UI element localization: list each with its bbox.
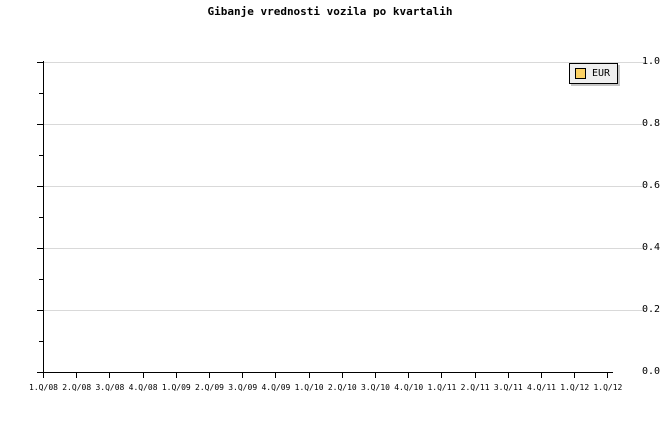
x-axis-tick-label: 3.Q/11 [493,383,523,392]
x-axis-tick-label: 1.Q/12 [593,383,623,392]
y-axis-minor-tick [39,217,43,218]
y-axis-tick-label: 0.0 [641,366,660,377]
y-axis-minor-tick [39,93,43,94]
y-axis-tick [37,62,43,63]
y-axis-tick-label: 0.6 [641,180,660,191]
x-axis-tick [242,373,244,378]
y-axis-minor-tick [39,341,43,342]
x-axis-tick-label: 1.Q/08 [29,383,58,392]
x-axis-tick [209,373,210,378]
x-axis-tick [308,373,310,378]
gridline [43,186,645,187]
x-axis-tick [541,373,542,378]
x-axis-tick [507,373,509,378]
x-axis-tick-label: 1.Q/10 [294,383,324,392]
plot-area [43,62,645,372]
x-axis-tick-label: 2.Q/10 [327,383,357,392]
x-axis-tick [474,373,476,378]
x-axis-tick-label: 1.Q/12 [560,383,590,392]
gridline [43,310,645,311]
x-axis-line [43,372,613,373]
x-axis-tick [441,373,443,378]
x-axis-tick-label: 2.Q/09 [195,383,224,392]
x-axis-tick-label: 4.Q/09 [261,383,291,392]
x-axis-tick [341,373,343,378]
y-axis-tick [37,372,43,373]
x-axis-tick [76,373,78,378]
y-axis-tick [37,186,43,187]
y-axis-minor-tick [39,279,43,280]
x-axis-tick-label: 3.Q/09 [228,383,258,392]
y-axis-tick-label: 0.4 [641,242,660,253]
y-axis-tick-label: 0.8 [641,118,660,129]
x-axis-tick-label: 4.Q/10 [394,383,424,392]
y-axis-tick-label: 1.0 [641,56,660,67]
x-axis-tick-label: 1.Q/11 [427,383,457,392]
y-axis-tick [37,248,43,249]
y-axis-tick-label: 0.2 [641,304,660,315]
x-axis-tick-label: 3.Q/08 [95,383,125,392]
x-axis-tick-label: 1.Q/09 [161,383,191,392]
x-axis-tick [175,373,177,378]
x-axis-tick [142,373,144,378]
x-axis-tick [109,373,111,378]
y-axis-tick [37,310,43,311]
chart-title: Gibanje vrednosti vozila po kvartalih [207,5,453,18]
chart-legend[interactable]: EUR [569,63,619,84]
y-axis-minor-tick [39,155,43,156]
x-axis-tick-label: 4.Q/11 [527,383,556,392]
gridline [43,124,645,125]
x-axis-tick [408,373,410,378]
y-axis-tick [37,124,43,125]
legend-label-eur: EUR [592,68,611,79]
x-axis-tick [43,373,44,378]
gridline [43,62,645,63]
legend-swatch-eur [575,68,586,79]
gridline [43,248,645,249]
x-axis-tick-label: 4.Q/08 [128,383,158,392]
x-axis-tick-label: 3.Q/10 [361,383,390,392]
x-axis-tick [375,373,376,378]
x-axis-tick [574,373,576,378]
y-axis-line [43,61,44,373]
x-axis-tick [275,373,277,378]
x-axis-tick-label: 2.Q/08 [62,383,92,392]
x-axis-tick-label: 2.Q/11 [460,383,490,392]
x-axis-tick [607,373,609,378]
